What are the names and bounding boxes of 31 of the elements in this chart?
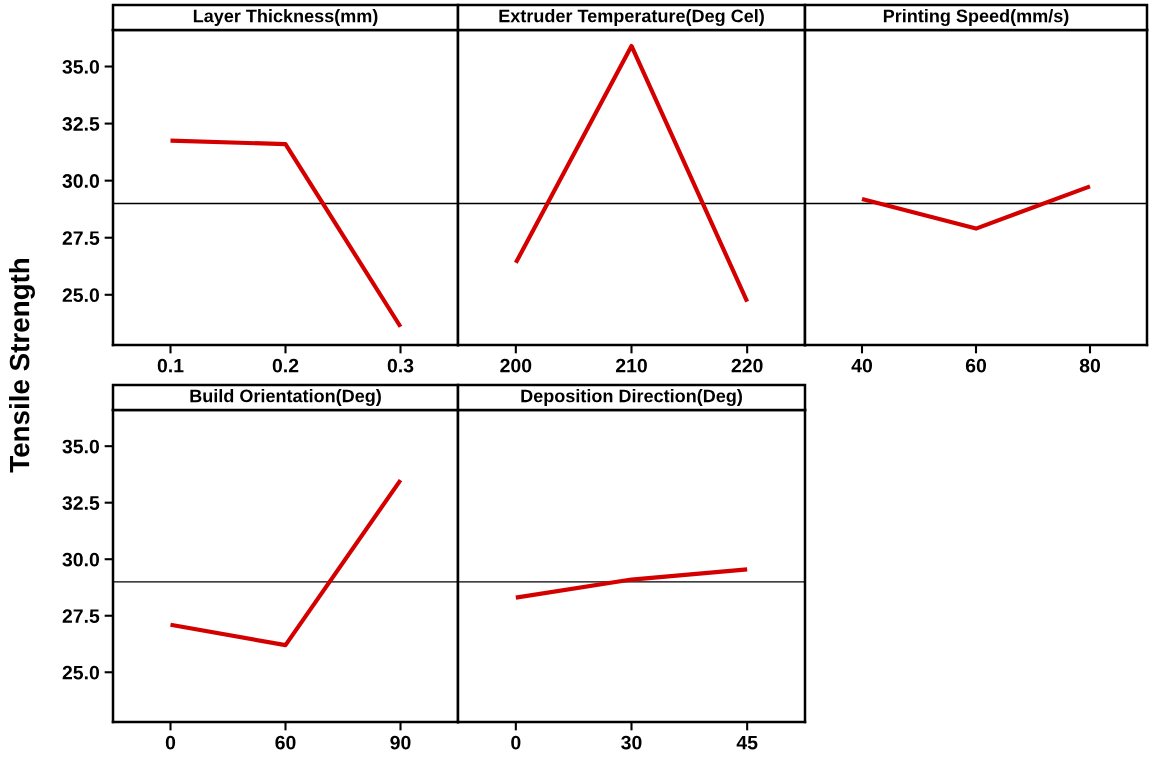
x-tick-label: 60 (965, 358, 987, 373)
y-tick-label: 30.0 (62, 552, 100, 567)
x-tick-label: 0.2 (272, 358, 299, 373)
y-tick-label: 32.5 (62, 496, 100, 510)
x-tick-label: 30 (621, 735, 642, 750)
x-tick-label: 80 (1079, 358, 1101, 373)
y-tick-label: 35.0 (62, 59, 100, 74)
y-tick-label: 25.0 (62, 665, 100, 680)
y-axis-title: Tensile Strength (8, 258, 36, 473)
chart-title: Layer Thickness(mm) (193, 9, 378, 26)
y-tick-label: 35.0 (62, 439, 100, 454)
x-tick-label: 0.3 (387, 358, 414, 373)
x-tick-label: 200 (500, 358, 532, 373)
x-tick-label: 45 (736, 735, 758, 750)
y-tick-label: 32.5 (62, 117, 100, 131)
x-tick-label: 40 (851, 358, 873, 373)
chart-title: Deposition Direction(Deg) (521, 389, 742, 406)
x-tick-label: 90 (390, 735, 411, 750)
x-tick-label: 0 (165, 735, 176, 750)
x-tick-label: 220 (731, 358, 763, 373)
y-tick-label: 25.0 (62, 288, 100, 303)
chart-title: Extruder Temperature(Deg Cel) (499, 9, 764, 26)
y-tick-label: 27.5 (62, 609, 100, 623)
y-tick-label: 30.0 (62, 174, 100, 188)
y-tick-label: 27.5 (62, 231, 100, 245)
chart-title: Build Orientation(Deg) (190, 389, 381, 406)
x-tick-label: 210 (615, 358, 647, 373)
x-tick-label: 0.1 (157, 358, 184, 373)
chart-title: Printing Speed(mm/s) (883, 9, 1069, 26)
x-tick-label: 0 (511, 735, 521, 750)
x-tick-label: 60 (275, 735, 296, 750)
